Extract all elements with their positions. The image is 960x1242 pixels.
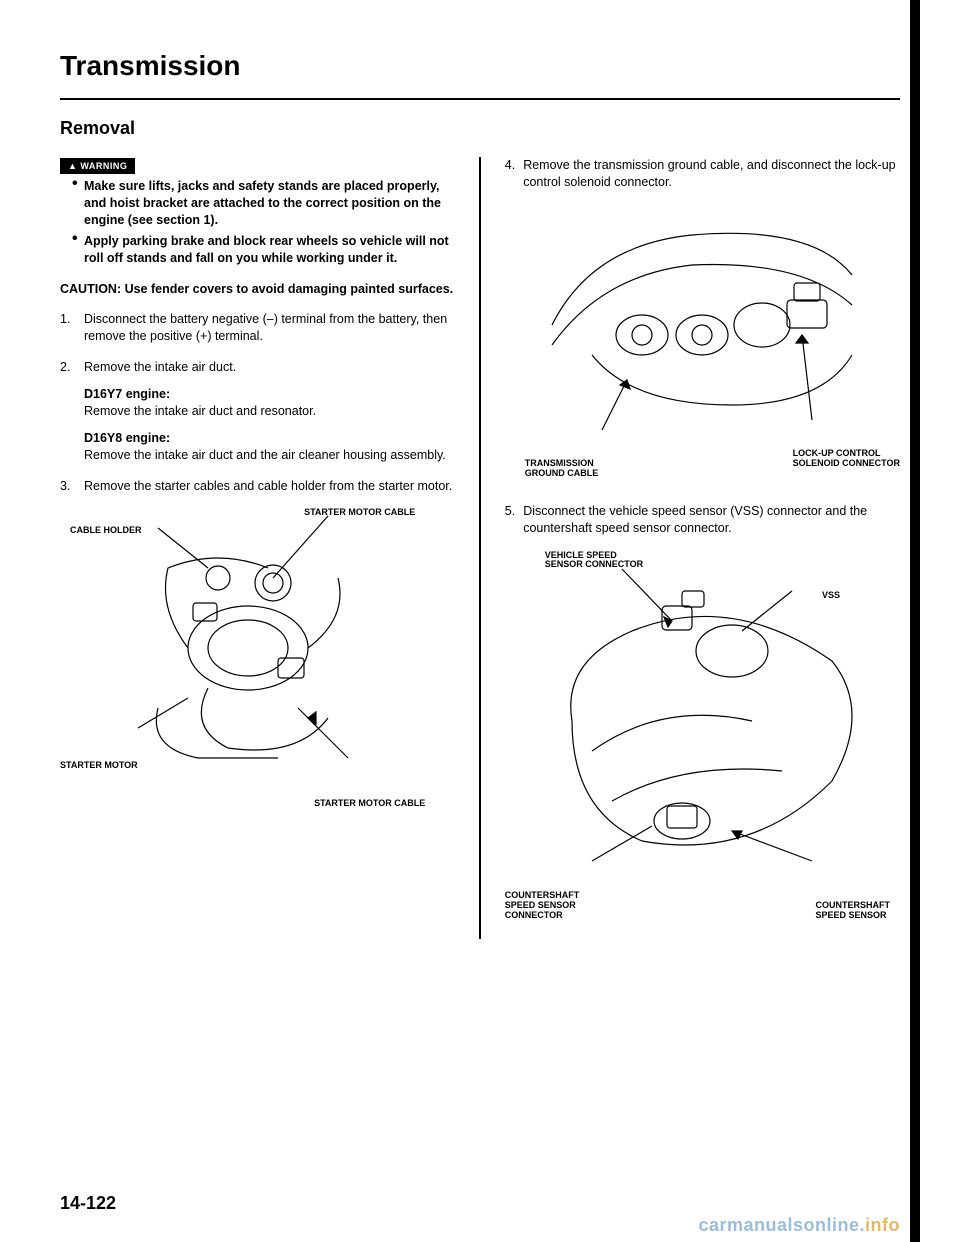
step-text: Remove the transmission ground cable, an…: [523, 157, 900, 191]
step-text: Disconnect the vehicle speed sensor (VSS…: [523, 503, 900, 537]
fig-label-vss-connector: VEHICLE SPEED SENSOR CONNECTOR: [545, 551, 643, 571]
step: Remove the starter cables and cable hold…: [60, 478, 455, 495]
watermark-main: carmanualsonline.: [698, 1215, 865, 1235]
fig-label-starter-cable-top: STARTER MOTOR CABLE: [304, 508, 415, 518]
fig-label-cable-holder: CABLE HOLDER: [70, 526, 142, 536]
sub-heading: D16Y8 engine:: [84, 430, 455, 447]
left-steps: Disconnect the battery negative (–) term…: [60, 311, 455, 494]
warning-item: Apply parking brake and block rear wheel…: [72, 233, 455, 267]
section-heading: Removal: [60, 118, 900, 139]
fig-label-starter-cable-bottom: STARTER MOTOR CABLE: [314, 799, 425, 809]
step-text: Remove the intake air duct.: [84, 360, 236, 374]
warning-item: Make sure lifts, jacks and safety stands…: [72, 178, 455, 229]
page-title: Transmission: [60, 50, 900, 82]
sub-body: Remove the intake air duct and the air c…: [84, 448, 446, 462]
step-sub: D16Y8 engine: Remove the intake air duct…: [84, 430, 455, 464]
fig-label-starter-motor: STARTER MOTOR: [60, 761, 138, 771]
left-column: WARNING Make sure lifts, jacks and safet…: [60, 157, 455, 939]
step-sub: D16Y7 engine: Remove the intake air duct…: [84, 386, 455, 420]
figure-vss: VEHICLE SPEED SENSOR CONNECTOR VSS: [505, 551, 900, 921]
sub-heading: D16Y7 engine:: [84, 386, 455, 403]
sub-body: Remove the intake air duct and resonator…: [84, 404, 316, 418]
watermark: carmanualsonline.info: [698, 1215, 900, 1236]
tab-strip: [908, 0, 960, 1242]
fig-label-ground-cable: TRANSMISSION GROUND CABLE: [525, 459, 599, 479]
step-number: 5.: [505, 503, 515, 537]
warning-badge: WARNING: [60, 158, 135, 174]
step: Disconnect the battery negative (–) term…: [60, 311, 455, 345]
fig-label-cs-connector: COUNTERSHAFT SPEED SENSOR CONNECTOR: [505, 891, 580, 921]
watermark-suffix: info: [865, 1215, 900, 1235]
ground-cable-diagram: [532, 205, 872, 435]
figure-ground-cable: TRANSMISSION GROUND CABLE LOCK-UP CONTRO…: [505, 205, 900, 485]
title-rule: [60, 98, 900, 100]
step: Remove the intake air duct. D16Y7 engine…: [60, 359, 455, 463]
starter-diagram: [98, 508, 418, 768]
page-number: 14-122: [60, 1193, 116, 1214]
figure-starter: STARTER MOTOR CABLE CABLE HOLDER: [60, 508, 455, 808]
column-divider: [479, 157, 481, 939]
step-number: 4.: [505, 157, 515, 191]
fig-label-solenoid: LOCK-UP CONTROL SOLENOID CONNECTOR: [793, 449, 900, 469]
fig-label-cs-sensor: COUNTERSHAFT SPEED SENSOR: [816, 901, 891, 921]
step-text: Disconnect the battery negative (–) term…: [84, 312, 447, 343]
right-column: 4. Remove the transmission ground cable,…: [505, 157, 900, 939]
warning-list: Make sure lifts, jacks and safety stands…: [60, 178, 455, 266]
step-text: Remove the starter cables and cable hold…: [84, 479, 452, 493]
fig-label-vss: VSS: [822, 591, 840, 601]
caution-text: CAUTION: Use fender covers to avoid dama…: [60, 281, 455, 298]
